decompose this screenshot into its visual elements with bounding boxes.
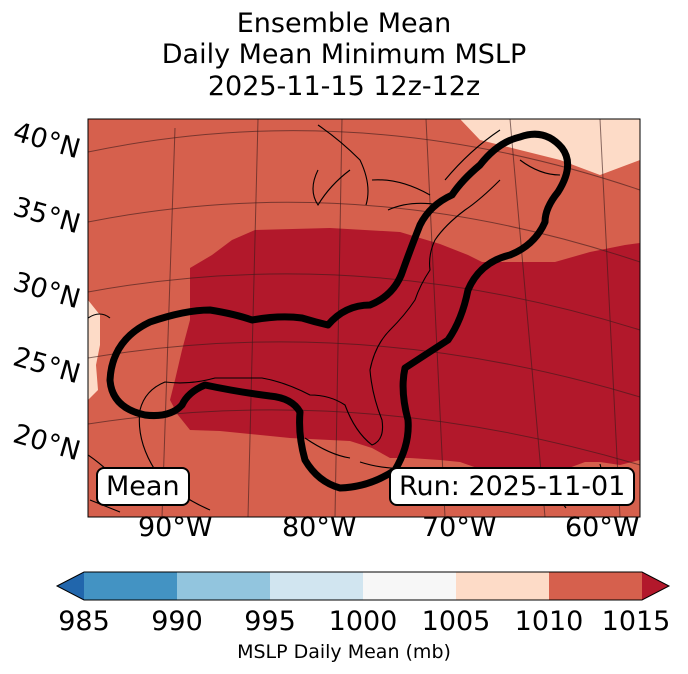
pressure-field-1005-north xyxy=(460,119,640,175)
colorbar-over-arrow xyxy=(642,572,669,600)
colorbar-tick-1005: 1005 xyxy=(421,606,491,637)
colorbar-tick-1010: 1010 xyxy=(514,606,584,637)
colorbar-segment-1005 xyxy=(456,572,550,600)
mean-label-box: Mean xyxy=(96,467,190,506)
colorbar-title: MSLP Daily Mean (mb) xyxy=(237,641,451,663)
colorbar-segment-995 xyxy=(270,572,364,600)
title-line-2: Daily Mean Minimum MSLP xyxy=(161,39,527,70)
lon-label-80: 80°W xyxy=(282,512,357,543)
run-label-box: Run: 2025-11-01 xyxy=(389,467,636,506)
title-line-3: 2025-11-15 12z-12z xyxy=(207,71,481,102)
colorbar-tick-990: 990 xyxy=(151,606,203,637)
lon-label-70: 70°W xyxy=(422,512,497,543)
colorbar xyxy=(55,571,671,601)
colorbar-segment-985 xyxy=(84,572,178,600)
map-area xyxy=(88,119,640,517)
lon-label-60: 60°W xyxy=(565,512,640,543)
colorbar-segment-1010 xyxy=(549,572,643,600)
title-line-1: Ensemble Mean xyxy=(236,8,452,39)
colorbar-tick-1000: 1000 xyxy=(328,606,398,637)
ensemble-contour xyxy=(106,130,572,492)
colorbar-tick-985: 985 xyxy=(58,606,110,637)
colorbar-segment-990 xyxy=(177,572,271,600)
colorbar-under-arrow xyxy=(57,572,84,600)
colorbar-tick-995: 995 xyxy=(244,606,296,637)
colorbar-segment-1000 xyxy=(363,572,457,600)
pressure-field-1005-west xyxy=(88,300,100,400)
colorbar-tick-1015: 1015 xyxy=(601,606,671,637)
lon-label-90: 90°W xyxy=(138,512,213,543)
pressure-field-1015-core xyxy=(170,228,640,476)
map-frame xyxy=(87,118,641,518)
